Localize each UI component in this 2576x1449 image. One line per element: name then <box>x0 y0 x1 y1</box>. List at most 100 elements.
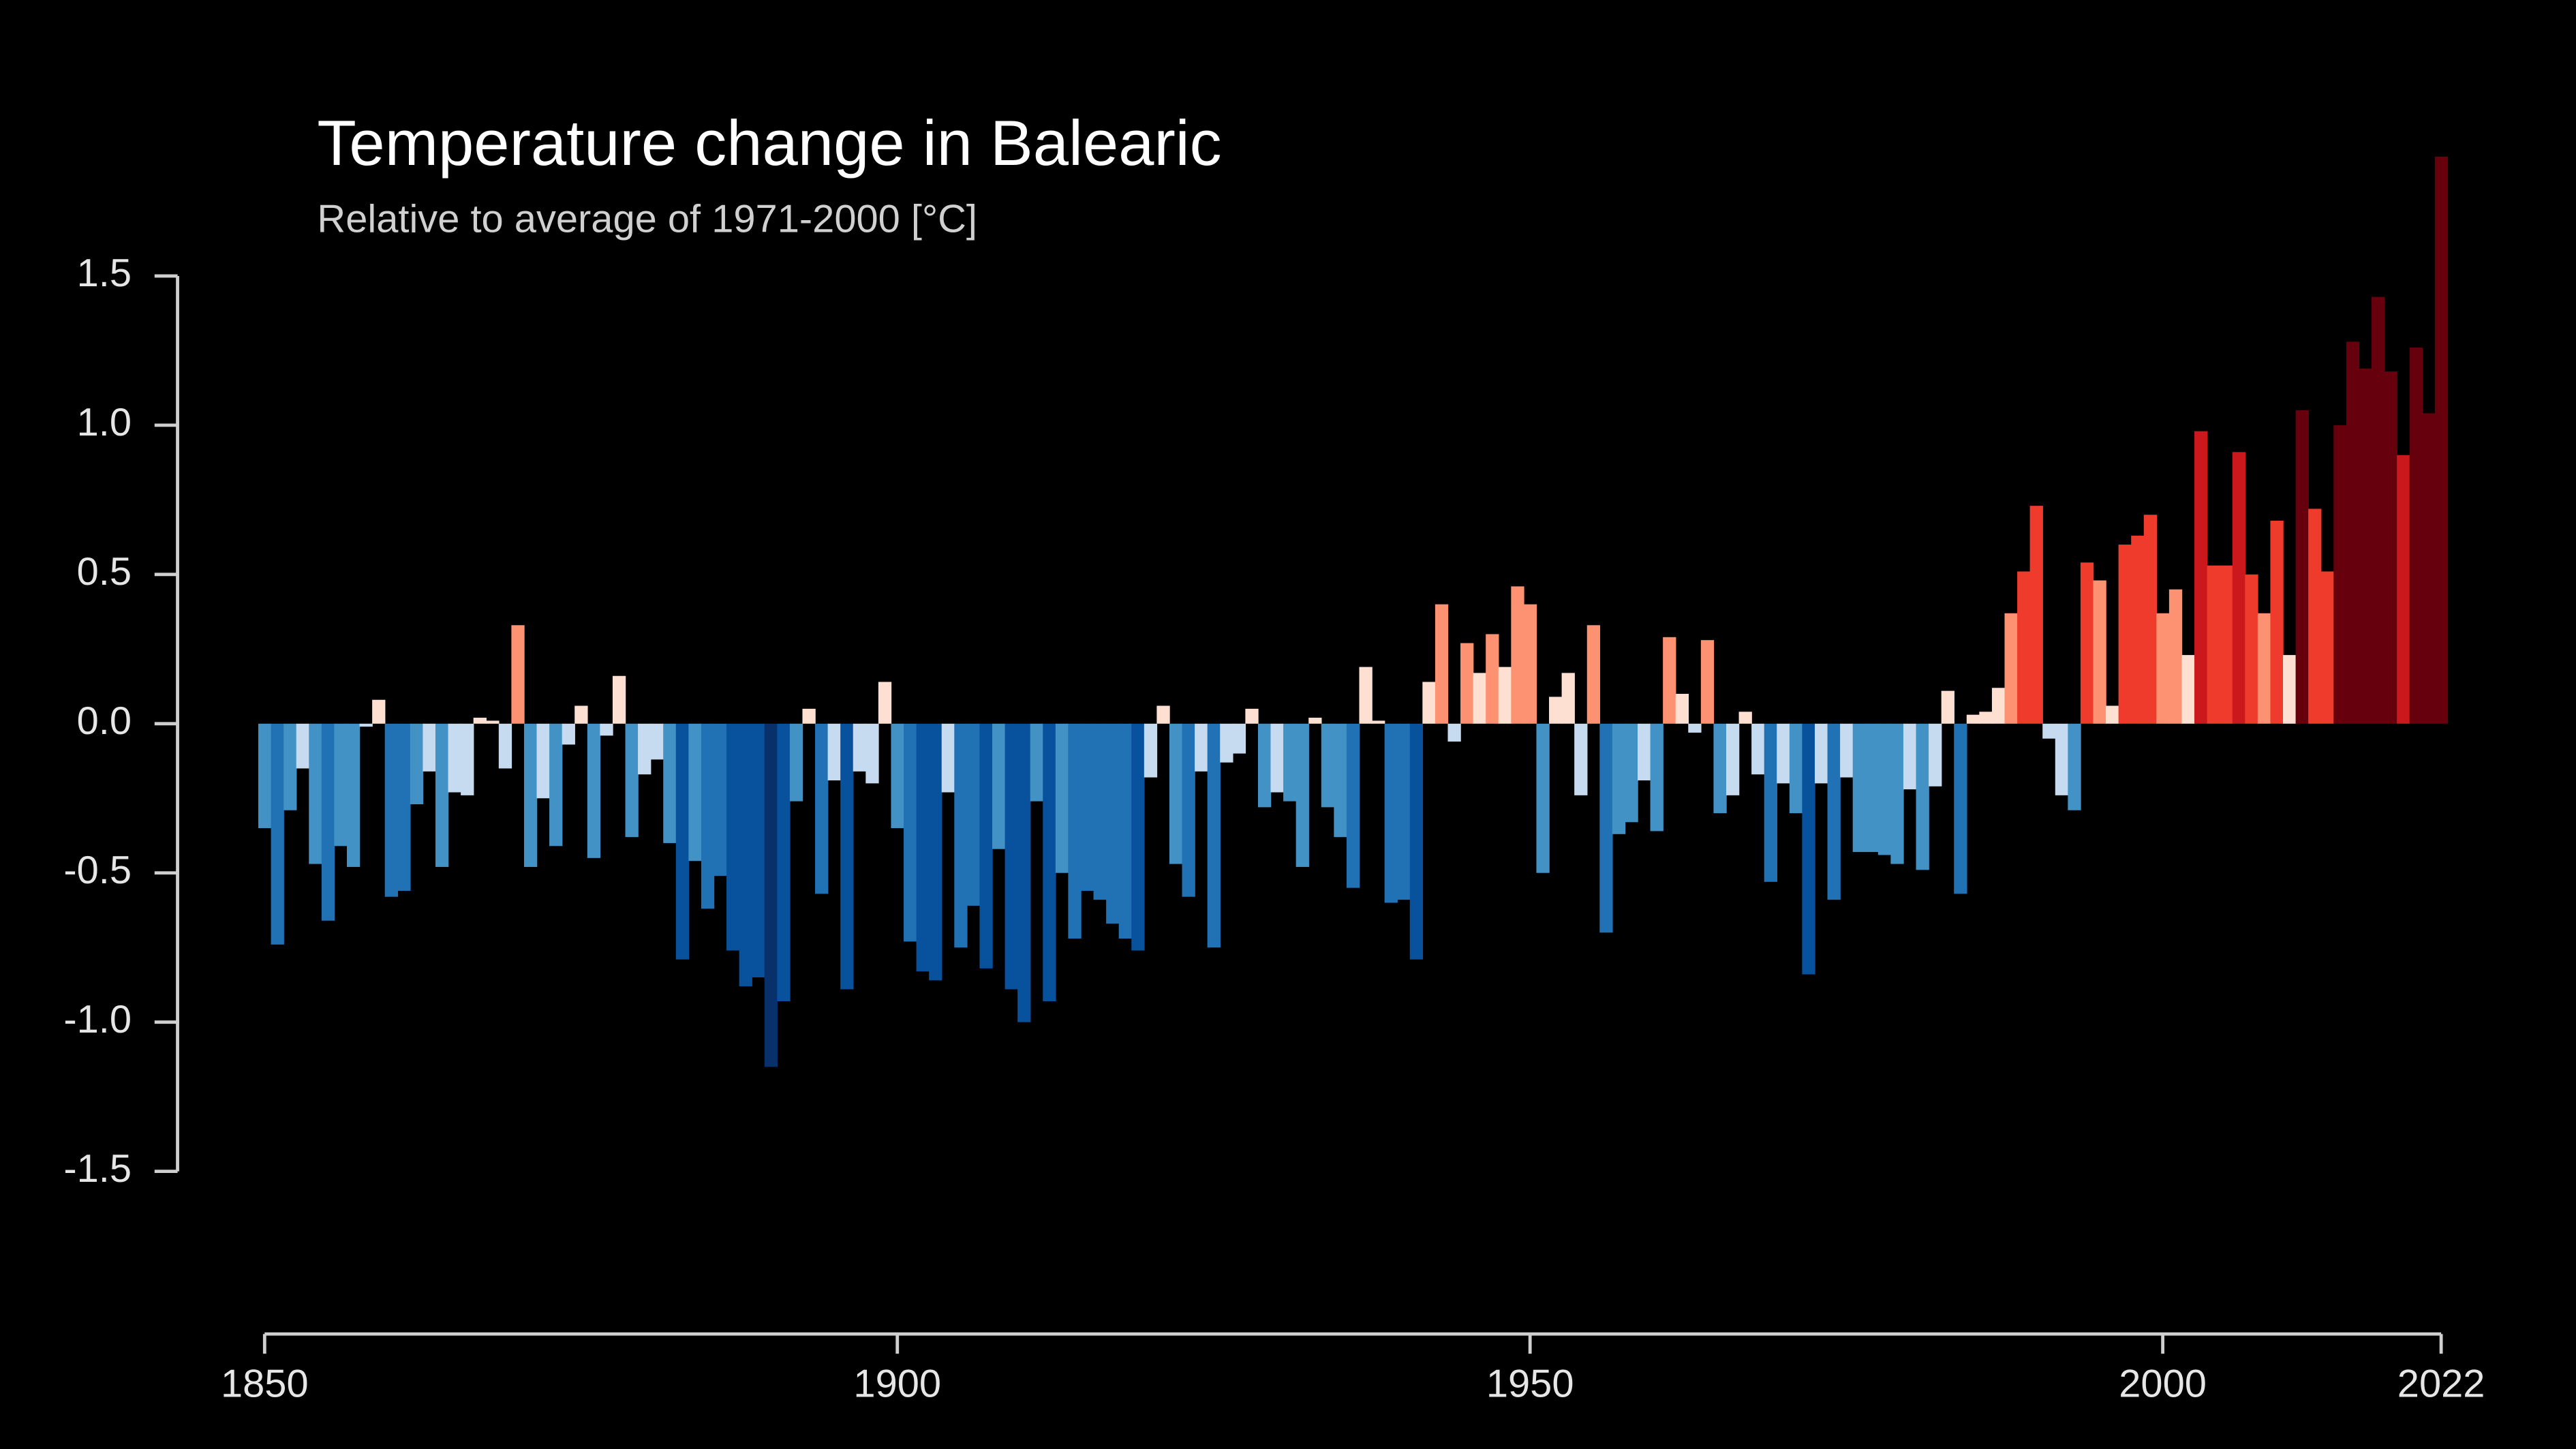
bar <box>625 723 639 838</box>
bar <box>2207 565 2220 724</box>
bar <box>2397 455 2410 724</box>
bar <box>739 723 752 987</box>
bar <box>562 723 575 745</box>
y-tick-label: -0.5 <box>63 849 132 892</box>
bar <box>1549 697 1563 724</box>
bar <box>2118 545 2132 724</box>
bar <box>853 723 867 772</box>
bar <box>1954 723 1967 894</box>
bar <box>941 723 955 793</box>
bar <box>1473 673 1486 724</box>
bar <box>1979 712 1993 724</box>
bar <box>650 723 664 760</box>
bar <box>992 723 1006 849</box>
bar <box>752 723 765 978</box>
bar <box>1840 723 1854 778</box>
bar <box>309 723 322 864</box>
bar <box>1650 723 1663 832</box>
bar <box>1536 723 1550 873</box>
bar <box>1169 723 1183 864</box>
bar <box>1409 723 1424 960</box>
bar <box>1005 723 1018 990</box>
y-tick-label: 0.0 <box>77 699 132 743</box>
bar <box>1182 723 1195 897</box>
bar <box>346 723 361 867</box>
bar <box>296 723 310 769</box>
x-tick-label: 1950 <box>1486 1362 1574 1406</box>
bar <box>549 723 563 846</box>
bar <box>1675 694 1689 724</box>
bar <box>1688 723 1702 733</box>
x-tick-label: 1900 <box>853 1362 941 1406</box>
bar <box>726 723 740 951</box>
bar <box>1295 723 1309 867</box>
bar <box>258 723 272 829</box>
bar <box>1802 723 1815 975</box>
bar <box>1599 723 1613 933</box>
bar <box>1586 625 1601 724</box>
bar <box>1359 667 1373 724</box>
bar <box>1447 723 1461 742</box>
bar <box>764 723 778 1067</box>
bar <box>1966 714 1980 724</box>
bar <box>1207 723 1221 948</box>
bar <box>523 723 538 867</box>
bar <box>1232 723 1246 754</box>
bar <box>1890 723 1904 864</box>
bar <box>1043 723 1056 1002</box>
bar <box>1106 723 1120 924</box>
bar <box>714 723 727 876</box>
bar <box>359 723 373 727</box>
y-tick-label: 1.5 <box>77 251 132 295</box>
bar <box>1422 682 1436 724</box>
bar <box>1118 723 1132 939</box>
y-tick-label: 1.0 <box>77 401 132 444</box>
bar <box>1511 586 1524 724</box>
x-tick-label: 2022 <box>2397 1362 2485 1406</box>
bar <box>2080 562 2094 724</box>
bar <box>321 723 335 921</box>
x-tick-label: 1850 <box>221 1362 309 1406</box>
bar <box>2320 571 2335 724</box>
bar <box>1738 712 1752 724</box>
bar <box>1397 723 1411 900</box>
bar <box>1713 723 1727 814</box>
bar <box>384 723 398 897</box>
bar <box>1257 723 1272 808</box>
bar <box>2131 535 2145 724</box>
bar <box>1030 723 1044 802</box>
bar <box>1625 723 1638 823</box>
bar <box>638 723 651 775</box>
bar <box>2333 425 2347 724</box>
bar <box>486 720 500 724</box>
bar <box>461 723 474 795</box>
bar <box>2270 521 2284 724</box>
bar <box>448 723 461 793</box>
bar <box>916 723 930 972</box>
bar <box>878 682 892 724</box>
bar <box>840 723 854 990</box>
bar <box>372 699 386 724</box>
bar <box>1220 723 1233 763</box>
bar <box>865 723 879 784</box>
bar <box>1777 723 1790 784</box>
bar <box>1663 637 1676 724</box>
bar <box>1486 634 1499 724</box>
bar <box>1726 723 1740 795</box>
bar <box>1865 723 1879 853</box>
y-tick-label: -1.5 <box>63 1147 132 1191</box>
bar <box>1308 718 1322 724</box>
bar <box>1877 723 1892 855</box>
bar <box>587 723 601 858</box>
bar <box>1612 723 1626 834</box>
bar <box>2245 574 2258 724</box>
bar <box>1334 723 1347 838</box>
bar <box>1991 688 2006 724</box>
bar <box>701 723 715 909</box>
bar <box>1574 723 1588 795</box>
bar <box>1523 604 1537 724</box>
bar <box>410 723 424 805</box>
bar <box>1055 723 1069 873</box>
bar <box>929 723 942 981</box>
